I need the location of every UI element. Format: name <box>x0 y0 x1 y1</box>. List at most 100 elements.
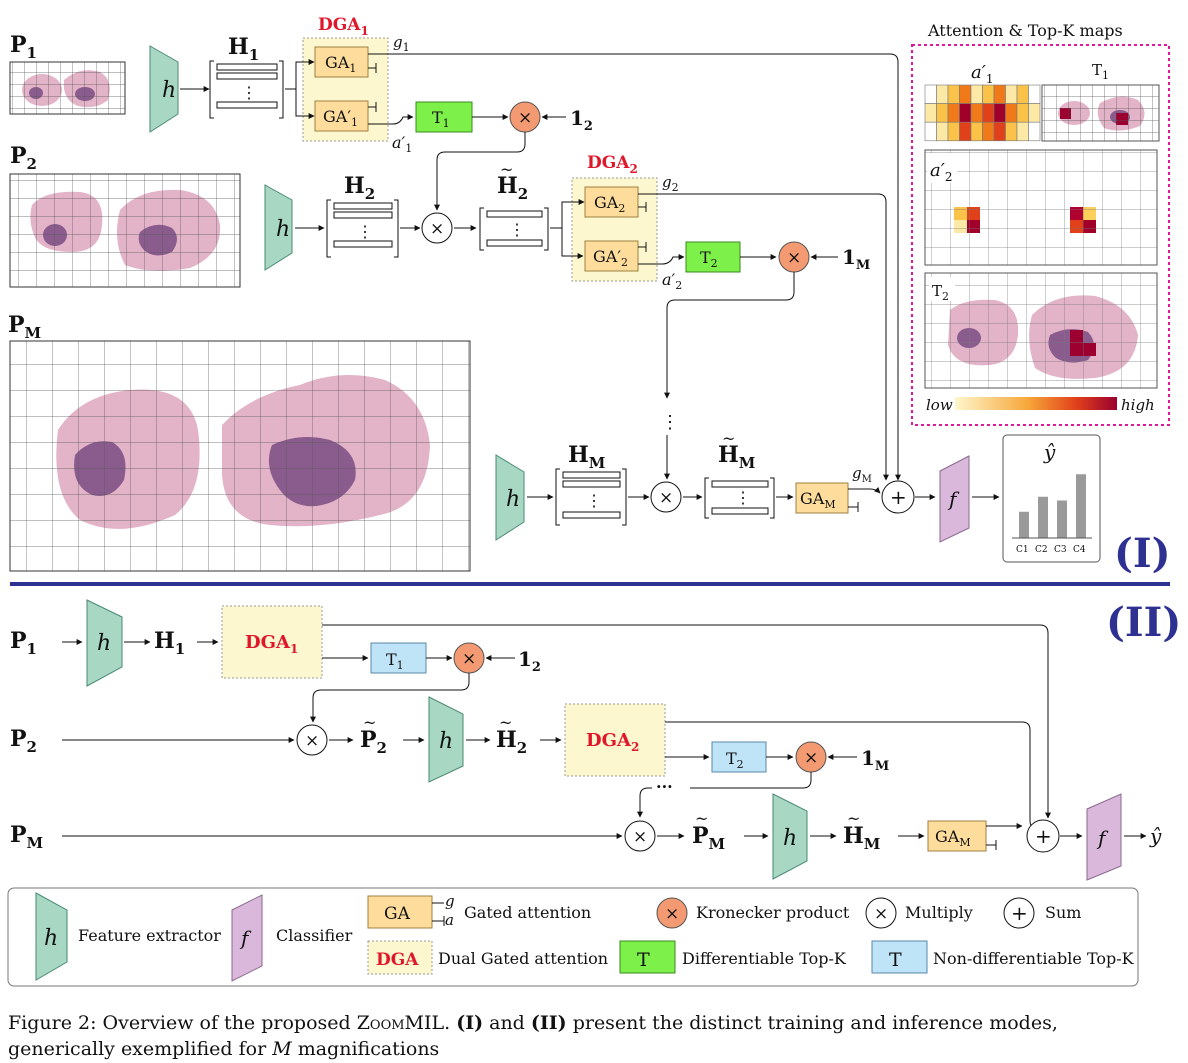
legend-diff-topk: T Differentiable Top-K <box>619 940 847 974</box>
ga2-prime-block: GA′2 <box>584 240 647 272</box>
inf-h-m: h <box>772 793 808 880</box>
output-bar-label-c4: C4 <box>1073 545 1086 555</box>
inf-h-1: h <box>86 599 123 687</box>
svg-text:⋮: ⋮ <box>241 83 257 102</box>
svg-text:×: × <box>874 904 888 924</box>
svg-text:h: h <box>506 487 520 512</box>
svg-text:×: × <box>659 488 673 508</box>
inf-multiply-2: × <box>296 724 328 756</box>
inf-ones-m: 1M <box>861 746 889 774</box>
inf-multiply-m: × <box>624 820 656 852</box>
svg-text:H1: H1 <box>154 628 185 658</box>
svg-text:GA1: GA1 <box>325 53 356 75</box>
a1-heat-cell <box>982 84 995 104</box>
caption-sep: . <box>444 1012 457 1034</box>
legend-feature-extractor: h Feature extractor <box>35 892 221 981</box>
inf-classifier-f: f <box>1086 793 1122 881</box>
gm-label: gM <box>852 464 872 485</box>
a1-heat-cell <box>970 84 983 104</box>
g2-label: g2 <box>662 173 679 194</box>
h2-label: H2 <box>344 173 375 203</box>
a1-heat-cell <box>970 103 983 123</box>
inf-pm-tilde: PM ~ <box>692 809 725 853</box>
input-pm-label: PM <box>8 312 41 342</box>
ga2-block: GA2 <box>584 186 647 218</box>
svg-text:ŷ: ŷ <box>1043 440 1056 464</box>
svg-text:h: h <box>162 78 176 103</box>
svg-text:Non-differentiable Top-K: Non-differentiable Top-K <box>933 949 1135 968</box>
a1-heat-cell <box>1016 103 1029 123</box>
inf-hm-tilde: HM ~ <box>843 809 880 853</box>
svg-text:×: × <box>430 219 444 239</box>
svg-text:×: × <box>665 904 679 924</box>
svg-text:H2: H2 <box>497 173 528 203</box>
a1-heat-cell <box>982 103 995 123</box>
figure-caption: Figure 2: Overview of the proposed ZoomM… <box>8 1010 1183 1062</box>
caption-rest: present the distinct training and infere… <box>566 1012 1058 1034</box>
a1-heat-cell <box>1028 103 1041 123</box>
classifier-f-1: f <box>939 455 970 543</box>
kronecker-2: × <box>778 241 810 273</box>
a2-label: a′2 <box>662 270 682 292</box>
svg-text:PM: PM <box>10 822 43 852</box>
output-bars: C1 C2 C3 C4 <box>1012 474 1092 555</box>
inf-t2-nondiff: T2 <box>711 741 767 773</box>
svg-text:h: h <box>439 729 453 754</box>
svg-text:P1: P1 <box>10 32 37 62</box>
svg-text:P2: P2 <box>360 727 387 757</box>
vdots-m: ⋮ <box>661 412 679 433</box>
svg-text:T2: T2 <box>726 749 744 771</box>
inf-h-2: h <box>428 696 464 783</box>
a1-heat-cell <box>1016 121 1029 142</box>
slide-pm <box>9 340 471 572</box>
a1-heat-cell <box>924 84 937 104</box>
inf-sum: + <box>1026 819 1060 853</box>
a1-heatmap <box>924 84 1041 142</box>
svg-text:DGA1: DGA1 <box>245 632 298 656</box>
svg-text:GA2: GA2 <box>594 193 625 215</box>
caption-and: and <box>483 1012 531 1034</box>
inf-kronecker-2: × <box>795 741 827 773</box>
svg-text:H2: H2 <box>496 727 527 757</box>
a1-heat-cell <box>924 103 937 123</box>
svg-text:⋮: ⋮ <box>586 491 602 510</box>
svg-text:+: + <box>1035 824 1052 848</box>
svg-text:12: 12 <box>570 106 593 134</box>
inf-ones-2: 12 <box>518 647 541 675</box>
a1-heat-cell <box>993 84 1006 104</box>
a1-label: a′1 <box>392 133 412 155</box>
section-ii-label: (II) <box>1106 599 1181 646</box>
svg-text:h: h <box>44 926 58 951</box>
a1-heat-cell <box>924 121 937 142</box>
svg-text:DGA1: DGA1 <box>318 15 369 38</box>
output-bar-label-c3: C3 <box>1054 545 1067 555</box>
svg-text:T2: T2 <box>932 282 949 303</box>
svg-text:×: × <box>305 731 319 751</box>
svg-text:g: g <box>445 892 455 910</box>
slide-p2 <box>9 173 241 288</box>
svg-text:⋮: ⋮ <box>509 220 525 239</box>
ga1-prime-block: GA′1 <box>314 100 377 132</box>
svg-text:P2: P2 <box>10 726 37 756</box>
feature-bag-h2: ⋮ <box>326 199 399 258</box>
inf-kronecker-1: × <box>453 642 485 674</box>
a1-heat-cell <box>1028 121 1041 142</box>
svg-text:⋮: ⋮ <box>735 488 751 507</box>
a1-heat-cell <box>1005 103 1018 123</box>
svg-text:gM: gM <box>852 464 872 485</box>
ga-m-block: GAM <box>795 482 859 514</box>
attention-panel-border <box>911 44 1170 426</box>
feature-bag-hm: ⋮ <box>555 468 627 526</box>
output-bar-label-c2: C2 <box>1035 545 1048 555</box>
dga2-label: DGA2 <box>587 153 638 176</box>
svg-text:H2: H2 <box>344 173 375 203</box>
input-p1-label: P1 <box>10 32 37 62</box>
a1-heat-cell <box>970 121 983 142</box>
svg-text:GA′2: GA′2 <box>593 247 628 269</box>
svg-text:a: a <box>445 911 454 929</box>
a1-heat-cell <box>1016 84 1029 104</box>
legend-nondiff-topk: T Non-differentiable Top-K <box>871 940 1135 974</box>
legend-sum: + Sum <box>1003 897 1081 929</box>
svg-text:P1: P1 <box>10 628 37 658</box>
svg-text:PM: PM <box>692 823 725 853</box>
